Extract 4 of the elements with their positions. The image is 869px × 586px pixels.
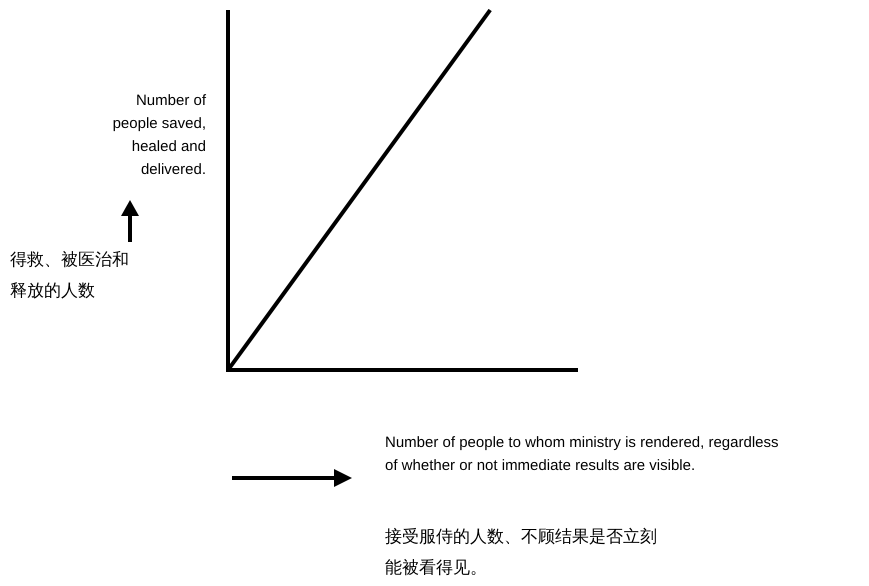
annotation: 得救、被医治和释放的人数: [10, 250, 129, 300]
annotation: 接受服侍的人数、不顾结果是否立刻能被看得见。: [385, 527, 657, 577]
ylabel: Number of people saved, healed and delivered.: [112, 92, 206, 178]
xlabel: Number of people to whom ministry is rendered, regardless of whether or not immediate results are visible.: [385, 434, 779, 474]
